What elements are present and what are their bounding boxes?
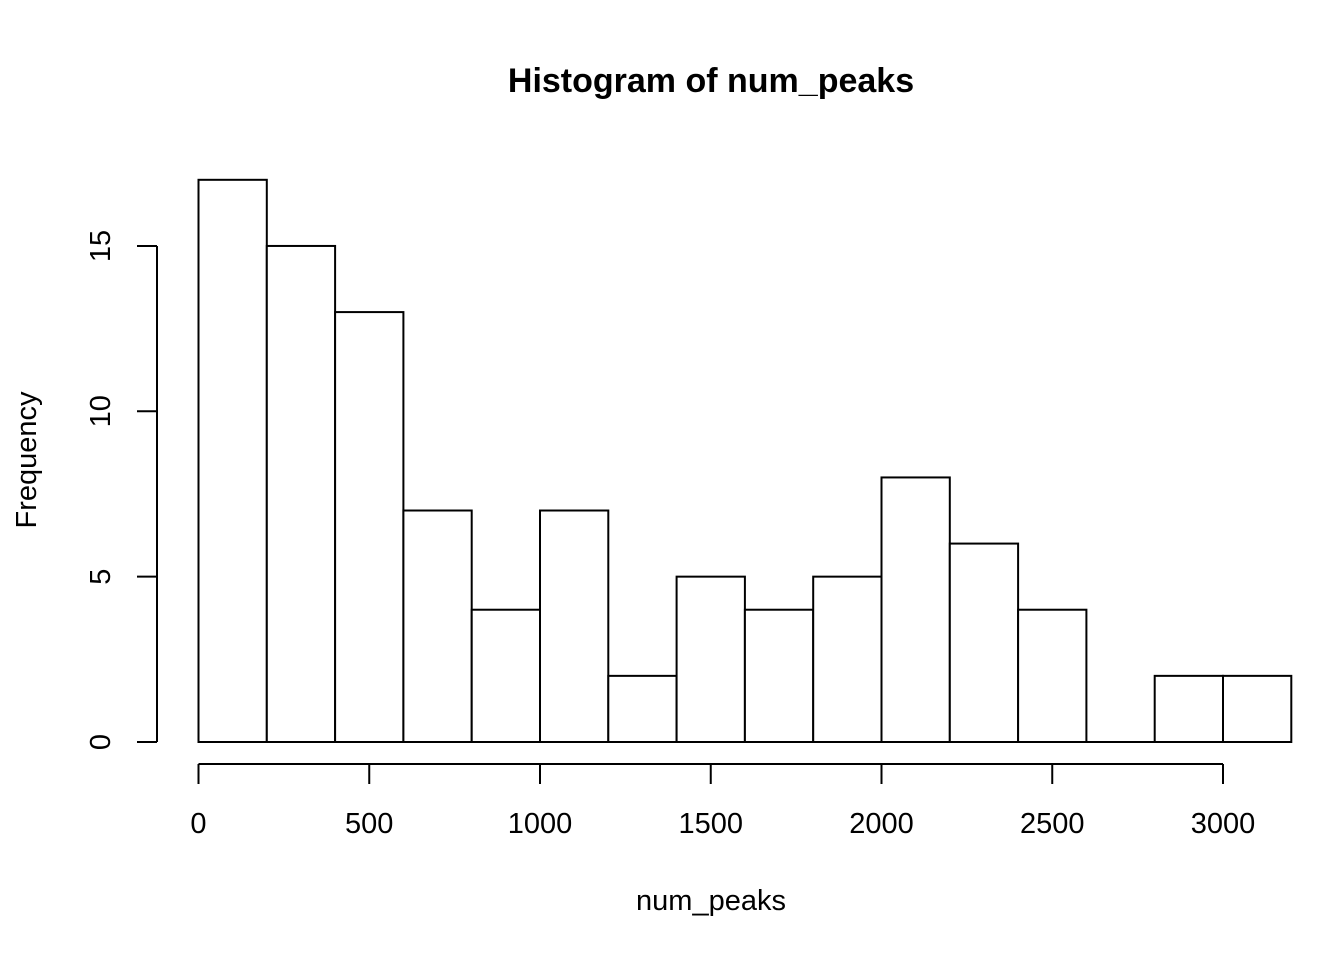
x-axis-label: num_peaks bbox=[636, 885, 786, 917]
histogram-bar bbox=[1153, 674, 1224, 743]
x-axis: 0 500 1000 1500 2000 2500 3000 bbox=[190, 763, 1256, 840]
y-tick-label: 0 bbox=[85, 734, 117, 750]
y-tick-label: 10 bbox=[85, 395, 117, 427]
histogram-bar bbox=[265, 244, 337, 743]
x-tick-label: 1000 bbox=[508, 808, 573, 840]
x-tick-label: 1500 bbox=[678, 808, 743, 840]
y-tick-label: 5 bbox=[85, 569, 117, 585]
histogram-bar bbox=[607, 674, 678, 743]
histogram-bar bbox=[539, 509, 610, 744]
histogram-bar bbox=[743, 608, 815, 743]
x-tick-label: 0 bbox=[190, 808, 206, 840]
chart-title: Histogram of num_peaks bbox=[508, 62, 914, 100]
y-axis: 0 5 10 15 bbox=[85, 230, 158, 750]
y-axis-label: Frequency bbox=[11, 391, 43, 529]
y-tick-label: 15 bbox=[85, 230, 117, 262]
histogram-bars bbox=[197, 178, 1293, 744]
histogram-bar bbox=[1222, 674, 1293, 743]
histogram-bar bbox=[334, 311, 405, 743]
histogram-bar bbox=[402, 509, 473, 744]
histogram-bar bbox=[948, 542, 1020, 744]
histogram-bar bbox=[470, 608, 542, 743]
x-tick-label: 2500 bbox=[1020, 808, 1085, 840]
histogram-bar bbox=[812, 575, 883, 744]
histogram-bar bbox=[880, 476, 951, 743]
histogram-bar bbox=[675, 575, 746, 744]
x-tick-label: 2000 bbox=[849, 808, 914, 840]
histogram-bar bbox=[197, 178, 268, 743]
histogram-bar bbox=[1017, 608, 1088, 743]
x-tick-label: 3000 bbox=[1191, 808, 1256, 840]
x-tick-label: 500 bbox=[345, 808, 393, 840]
